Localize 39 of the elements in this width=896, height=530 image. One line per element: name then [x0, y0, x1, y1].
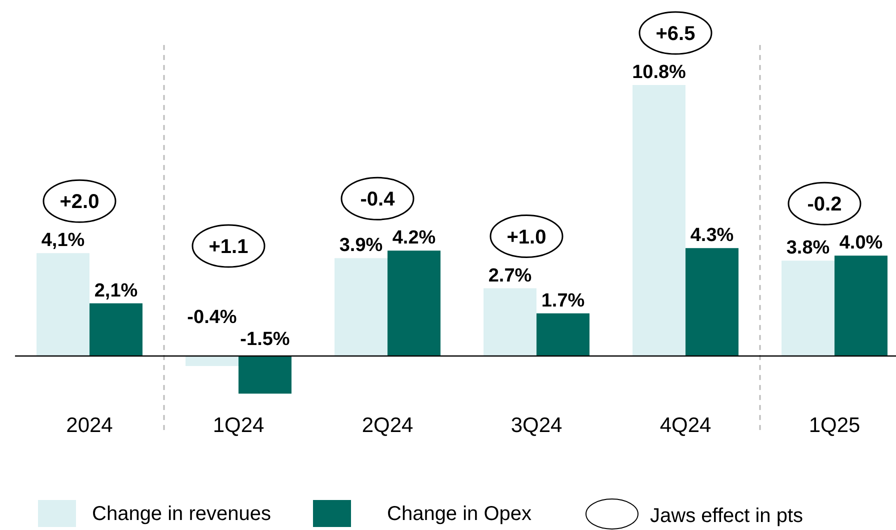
bar — [186, 356, 238, 366]
x-tick-label: 3Q24 — [510, 414, 563, 437]
annotation: +1.0 — [506, 226, 546, 248]
annotation: +2.0 — [60, 191, 100, 214]
legend-label: Change in Opex — [387, 503, 532, 525]
annotation: +1.1 — [208, 236, 248, 258]
data-label: 3.8% — [786, 238, 830, 259]
data-label: 1.7% — [541, 290, 585, 312]
bar — [334, 258, 388, 356]
bar — [484, 288, 536, 356]
x-tick-label: 2Q24 — [362, 414, 414, 437]
x-tick-label: 1Q24 — [212, 414, 265, 437]
annotation: -0.4 — [360, 188, 396, 211]
x-tick-label: 4Q24 — [660, 414, 712, 437]
annotation: -0.2 — [807, 194, 842, 216]
data-label: -1.5% — [240, 329, 290, 350]
bar — [686, 248, 738, 356]
bar — [632, 85, 686, 356]
bar — [536, 313, 590, 356]
data-label: 4,1% — [41, 230, 85, 252]
data-label: 10.8% — [632, 62, 686, 83]
x-tick-label: 2024 — [66, 414, 114, 437]
data-label: 4.2% — [392, 228, 436, 249]
data-label: 4.0% — [839, 232, 883, 254]
bar — [36, 253, 90, 356]
data-label: 4.3% — [690, 225, 734, 246]
legend-label: Change in revenues — [92, 503, 272, 525]
bar — [238, 356, 292, 394]
bar — [834, 256, 888, 356]
bar — [388, 250, 440, 356]
data-label: -0.4% — [187, 307, 237, 328]
data-label: 3.9% — [339, 235, 383, 256]
bar — [782, 260, 834, 356]
text: Jaws effect in pts — [650, 505, 804, 527]
data-label: 2.7% — [488, 265, 532, 286]
x-tick-label: 1Q25 — [808, 414, 860, 437]
bar — [90, 303, 142, 356]
data-label: 2,1% — [94, 280, 138, 302]
text: +6.5 — [656, 23, 696, 45]
